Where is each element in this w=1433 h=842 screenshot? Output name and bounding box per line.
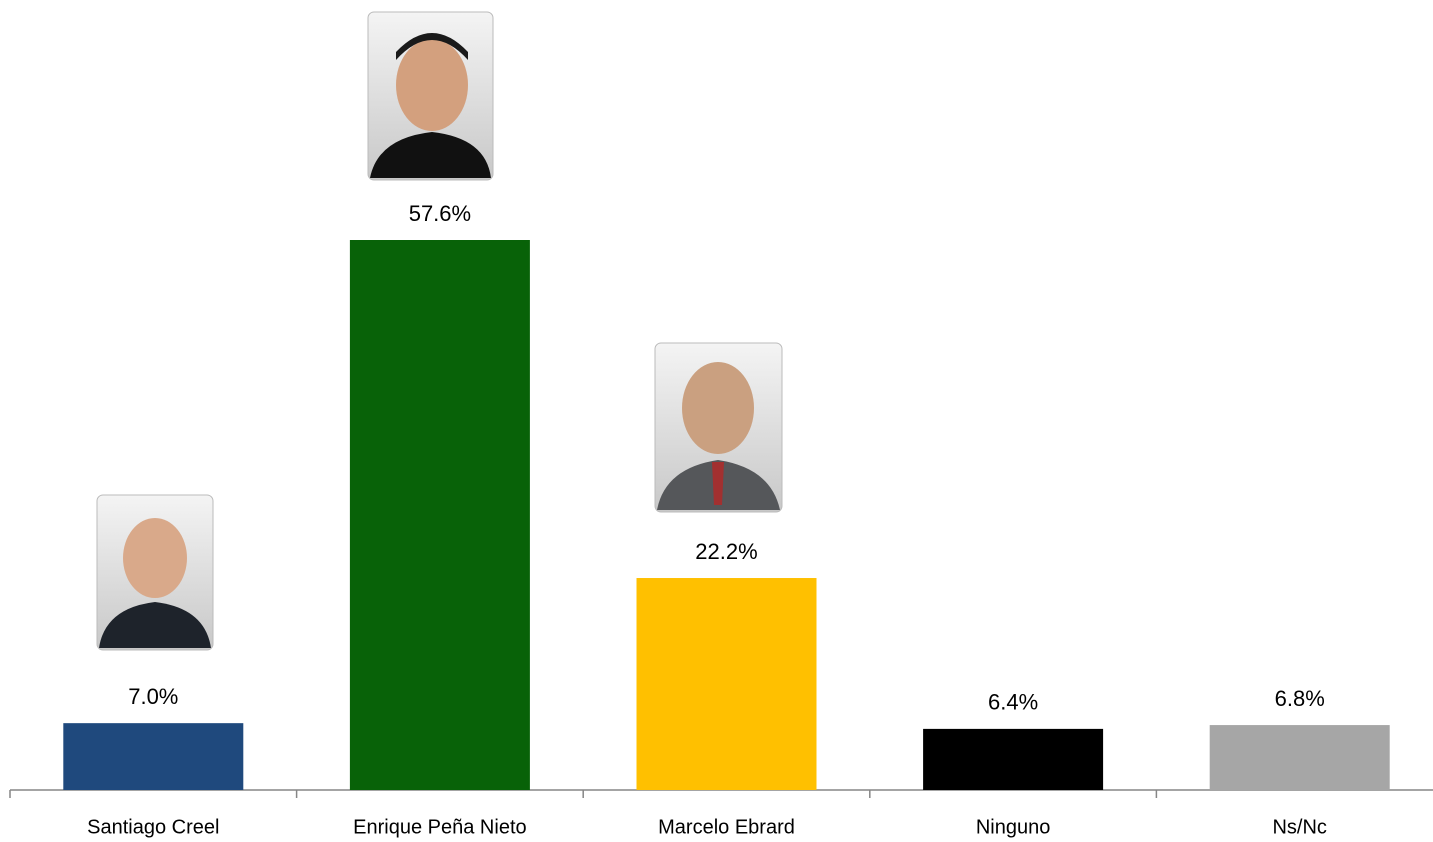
- bar: [349, 240, 530, 790]
- bar: [923, 728, 1104, 790]
- x-tick-label: Santiago Creel: [87, 816, 219, 838]
- photo: [654, 342, 783, 513]
- x-tick-label: Marcelo Ebrard: [658, 816, 795, 838]
- value-label: 57.6%: [409, 201, 471, 226]
- bar: [636, 578, 817, 790]
- value-label: 22.2%: [695, 539, 757, 564]
- x-tick-label: Enrique Peña Nieto: [353, 816, 526, 838]
- x-tick-label: Ninguno: [976, 816, 1051, 838]
- value-label: 6.8%: [1275, 686, 1325, 711]
- value-label: 7.0%: [128, 684, 178, 709]
- value-label: 6.4%: [988, 690, 1038, 715]
- bar: [1209, 725, 1390, 790]
- bar: [63, 723, 244, 790]
- photo: [96, 494, 214, 651]
- photo: [367, 11, 494, 181]
- x-tick-label: Ns/Nc: [1272, 816, 1326, 838]
